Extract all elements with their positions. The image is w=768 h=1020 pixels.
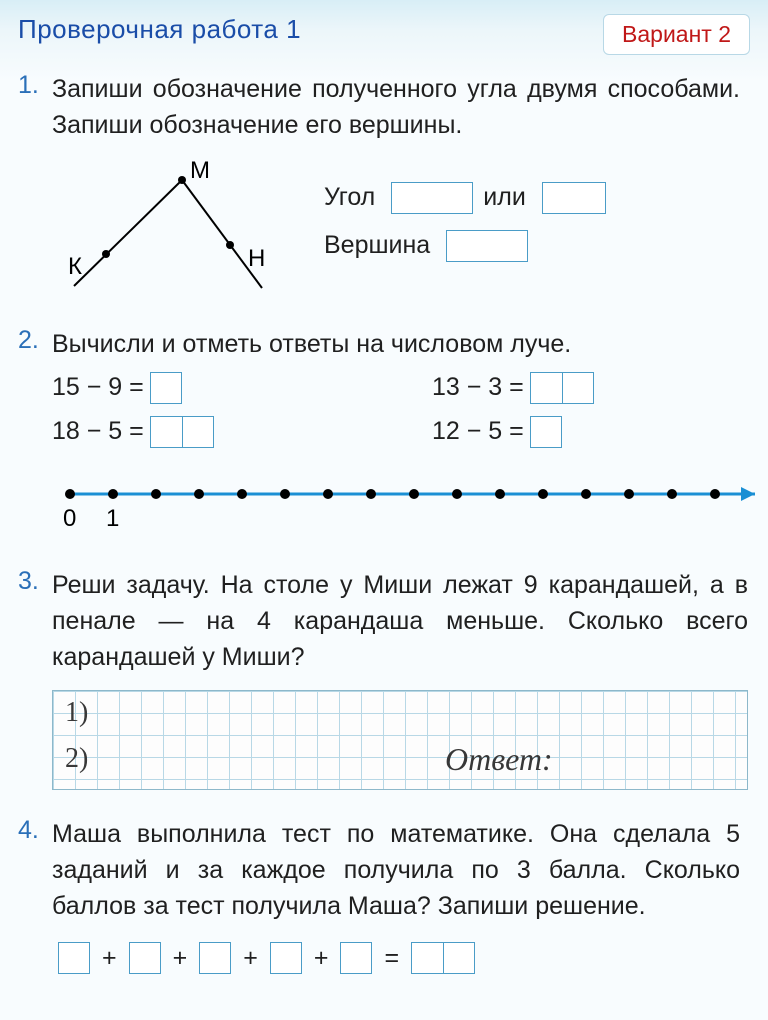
operand-box[interactable] [58,942,90,974]
angle-input-2[interactable] [542,182,606,214]
answer-box[interactable] [530,372,562,404]
task-text: Запиши обозначение полученного угла двум… [52,71,740,144]
vertex-label-row: Вершина [324,230,616,262]
equation-lhs: 15 − 9 = [52,373,144,402]
task-2: 2. Вычисли и отметь ответы на числовом л… [18,326,740,541]
answer-box[interactable] [562,372,594,404]
equation-lhs: 13 − 3 = [432,373,524,402]
equation-lhs: 12 − 5 = [432,417,524,446]
equation: 12 − 5 = [432,416,768,448]
plus-sign: + [173,944,188,973]
task-number: 2. [18,326,52,541]
ili-label: или [483,183,526,212]
answer-box[interactable] [150,372,182,404]
svg-text:М: М [190,160,210,184]
angle-diagram: М К Н [52,160,292,300]
svg-text:Н: Н [248,245,265,272]
task-number: 1. [18,71,52,300]
task-text: Вычисли и отметь ответы на числовом луче… [52,326,768,362]
angle-input-1[interactable] [391,182,473,214]
equation: 15 − 9 = [52,372,392,404]
angle-label-row: Угол или [324,182,616,214]
task-3: 3. Реши задачу. На столе у Миши лежат 9 … [18,567,740,790]
page-title: Проверочная работа 1 [18,14,301,45]
task-4: 4. Маша выполнила тест по математике. Он… [18,816,740,975]
svg-text:0: 0 [63,505,76,532]
ugol-label: Угол [324,183,375,212]
answer-label: Ответ: [445,741,553,778]
header: Проверочная работа 1 Вариант 2 [0,0,768,63]
operand-box[interactable] [340,942,372,974]
answer-box[interactable] [150,416,182,448]
equals-sign: = [384,944,399,973]
task-1: 1. Запиши обозначение полученного угла д… [18,71,740,300]
line-1-label: 1) [65,697,88,729]
equation: 18 − 5 = [52,416,392,448]
variant-badge: Вариант 2 [603,14,750,55]
task-number: 4. [18,816,52,975]
task-text: Реши задачу. На столе у Миши лежат 9 кар… [52,567,748,676]
task-text: Маша выполнила тест по математике. Она с… [52,816,740,925]
svg-text:1: 1 [106,505,119,532]
equation: 13 − 3 = [432,372,768,404]
number-line: 01 [52,472,768,536]
vershina-label: Вершина [324,231,430,260]
answer-grid[interactable]: 1) 2) Ответ: [52,690,748,790]
answer-box[interactable] [182,416,214,448]
operand-box[interactable] [199,942,231,974]
plus-sign: + [102,944,117,973]
result-box[interactable] [443,942,475,974]
svg-text:К: К [68,253,82,280]
equation-boxes: + + + + = [52,942,740,974]
line-2-label: 2) [65,743,88,775]
operand-box[interactable] [129,942,161,974]
equation-lhs: 18 − 5 = [52,417,144,446]
operand-box[interactable] [270,942,302,974]
task-number: 3. [18,567,52,790]
plus-sign: + [314,944,329,973]
plus-sign: + [243,944,258,973]
vertex-input[interactable] [446,230,528,262]
result-box[interactable] [411,942,443,974]
answer-box[interactable] [530,416,562,448]
